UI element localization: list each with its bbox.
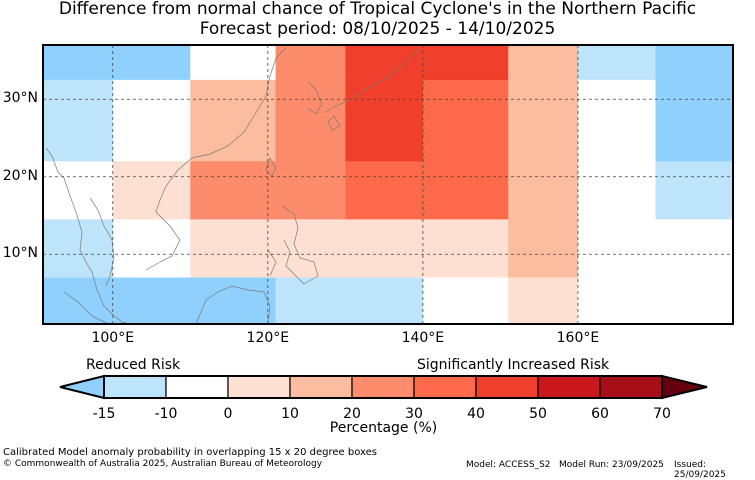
grid-cell	[275, 277, 424, 325]
colorbar-tick-label: 50	[529, 406, 547, 422]
map-figure	[42, 44, 734, 400]
forecast-period: Forecast period: 08/10/2025 - 14/10/2025	[199, 19, 556, 39]
grid-cell	[112, 219, 191, 278]
grid-cell	[508, 161, 579, 220]
grid-cell	[655, 161, 734, 220]
grid-cell	[508, 219, 579, 278]
colorbar-under-arrow	[59, 374, 105, 400]
colorbar-tick-label: 10	[281, 406, 299, 422]
model-name: Model: ACCESS_S2	[466, 460, 551, 470]
latitude-label: 20°N	[2, 167, 38, 184]
description-footnote: Calibrated Model anomaly probability in …	[3, 447, 378, 458]
colorbar-tick-label: 60	[591, 406, 609, 422]
grid-cell	[422, 277, 509, 325]
grid-cell	[112, 161, 191, 220]
increased-risk-label: Significantly Increased Risk	[417, 357, 610, 373]
grid-cell	[655, 45, 734, 81]
grid-cell	[43, 219, 114, 278]
grid-cell	[422, 79, 509, 162]
reduced-risk-label: Reduced Risk	[86, 357, 181, 373]
colorbar-bin	[227, 375, 291, 399]
grid-cell	[43, 45, 191, 81]
colorbar	[59, 374, 708, 400]
longitude-label: 120°E	[246, 330, 290, 346]
grid-cell	[577, 45, 656, 81]
grid-cell	[43, 277, 277, 325]
grid-cell	[275, 45, 346, 81]
grid-cell	[508, 45, 579, 81]
issued-date: Issued: 25/09/2025	[674, 460, 726, 480]
grid-cell	[190, 45, 277, 81]
grid-cell	[577, 219, 734, 278]
longitude-label: 140°E	[401, 330, 445, 346]
grid-cell	[345, 45, 509, 81]
colorbar-frame	[103, 375, 663, 399]
anomaly-grid	[43, 45, 734, 325]
colorbar-tick-label: 40	[467, 406, 485, 422]
colorbar-bin	[289, 375, 353, 399]
colorbar-bin	[351, 375, 415, 399]
grid-cell	[190, 79, 277, 162]
grid-cell	[345, 79, 424, 162]
grid-cell	[508, 277, 579, 325]
model-run: Model Run: 23/09/2025	[559, 460, 664, 470]
colorbar-bin	[165, 375, 229, 399]
grid-cell	[43, 79, 114, 162]
colorbar-over-arrow	[661, 374, 708, 400]
colorbar-bin	[475, 375, 539, 399]
colorbar-tick-label: -10	[154, 406, 178, 422]
colorbar-bin	[599, 375, 663, 399]
grid-cell	[577, 79, 656, 162]
colorbar-tick-label: 30	[405, 406, 423, 422]
grid-cell	[190, 219, 509, 278]
coastline	[45, 47, 421, 325]
grid-cell	[43, 161, 114, 220]
grid-cell	[577, 277, 734, 325]
grid-cell	[577, 161, 656, 220]
colorbar-bin	[413, 375, 477, 399]
copyright-footnote: © Commonwealth of Australia 2025, Austra…	[3, 459, 323, 469]
latitude-label: 10°N	[2, 245, 38, 262]
longitude-label: 100°E	[91, 330, 135, 346]
colorbar-bin	[537, 375, 601, 399]
colorbar-tick-label: -15	[92, 406, 116, 422]
longitude-label: 160°E	[556, 330, 600, 346]
colorbar-tick-label: 0	[223, 406, 233, 422]
grid-cell	[275, 79, 346, 162]
grid-cell	[655, 79, 734, 162]
grid-cell	[345, 161, 509, 220]
map-frame	[42, 44, 734, 325]
latitude-label: 30°N	[2, 90, 38, 107]
colorbar-bin	[103, 375, 167, 399]
colorbar-xlabel: Percentage (%)	[329, 420, 438, 436]
grid-cell	[508, 79, 579, 162]
colorbar-tick-label: 70	[653, 406, 671, 422]
grid-cell	[112, 79, 191, 162]
chart-title: Difference from normal chance of Tropica…	[58, 0, 697, 19]
colorbar-tick-label: 20	[343, 406, 361, 422]
graticule	[43, 45, 733, 324]
